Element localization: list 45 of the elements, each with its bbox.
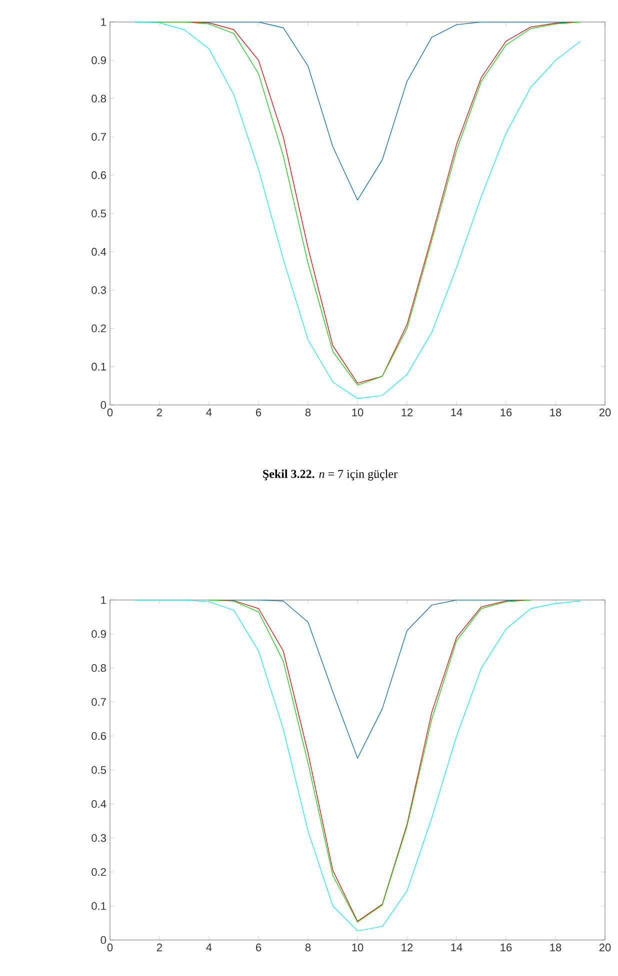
y-tick-label: 0.9 xyxy=(92,56,106,64)
y-tick-label: 0.5 xyxy=(92,210,106,218)
y-tick-label: 0.7 xyxy=(92,133,106,141)
x-tick-label: 0 xyxy=(107,944,113,952)
x-tick-label: 12 xyxy=(402,408,413,416)
x-tick-label: 8 xyxy=(305,944,311,952)
x-tick-label: 20 xyxy=(599,408,611,416)
y-tick-label: 0.8 xyxy=(92,94,106,102)
x-tick-label: 14 xyxy=(451,944,462,952)
x-tick-label: 18 xyxy=(550,408,562,416)
y-tick-label: 1 xyxy=(101,596,106,604)
y-tick-label: 0.2 xyxy=(92,868,106,876)
x-tick-label: 2 xyxy=(156,408,162,416)
x-tick-label: 10 xyxy=(352,944,364,952)
y-tick-label: 0.9 xyxy=(92,630,106,638)
text: Şekil 3.22. n = 7 için güçler xyxy=(263,470,398,480)
x-tick-label: 6 xyxy=(256,408,262,416)
y-tick-label: 0.1 xyxy=(92,362,106,371)
x-tick-label: 12 xyxy=(402,944,413,952)
x-tick-label: 4 xyxy=(206,408,212,416)
x-tick-label: 16 xyxy=(500,408,512,416)
x-tick-label: 20 xyxy=(599,944,611,952)
y-tick-label: 0 xyxy=(100,401,106,409)
x-tick-label: 8 xyxy=(305,408,311,416)
y-tick-label: 0.5 xyxy=(92,766,106,774)
x-tick-label: 14 xyxy=(451,408,462,416)
y-tick-label: 0.8 xyxy=(92,664,106,672)
x-tick-label: 4 xyxy=(206,944,212,952)
y-tick-label: 0.4 xyxy=(92,800,106,808)
y-tick-label: 1 xyxy=(101,18,106,26)
y-tick-label: 0.6 xyxy=(92,171,106,180)
x-tick-label: 0 xyxy=(107,408,113,416)
y-tick-label: 0.3 xyxy=(92,834,106,842)
y-tick-label: 0.6 xyxy=(92,732,106,740)
x-tick-label: 6 xyxy=(256,944,262,952)
x-tick-label: 10 xyxy=(352,408,364,416)
x-tick-label: 18 xyxy=(550,944,562,952)
y-tick-label: 0 xyxy=(100,936,106,944)
x-tick-label: 16 xyxy=(500,944,512,952)
y-tick-label: 0.2 xyxy=(92,324,106,332)
x-tick-label: 2 xyxy=(156,944,162,952)
y-tick-label: 0.1 xyxy=(92,902,106,910)
y-tick-label: 0.3 xyxy=(92,286,106,294)
y-tick-label: 0.7 xyxy=(92,698,106,706)
y-tick-label: 0.4 xyxy=(92,248,106,256)
